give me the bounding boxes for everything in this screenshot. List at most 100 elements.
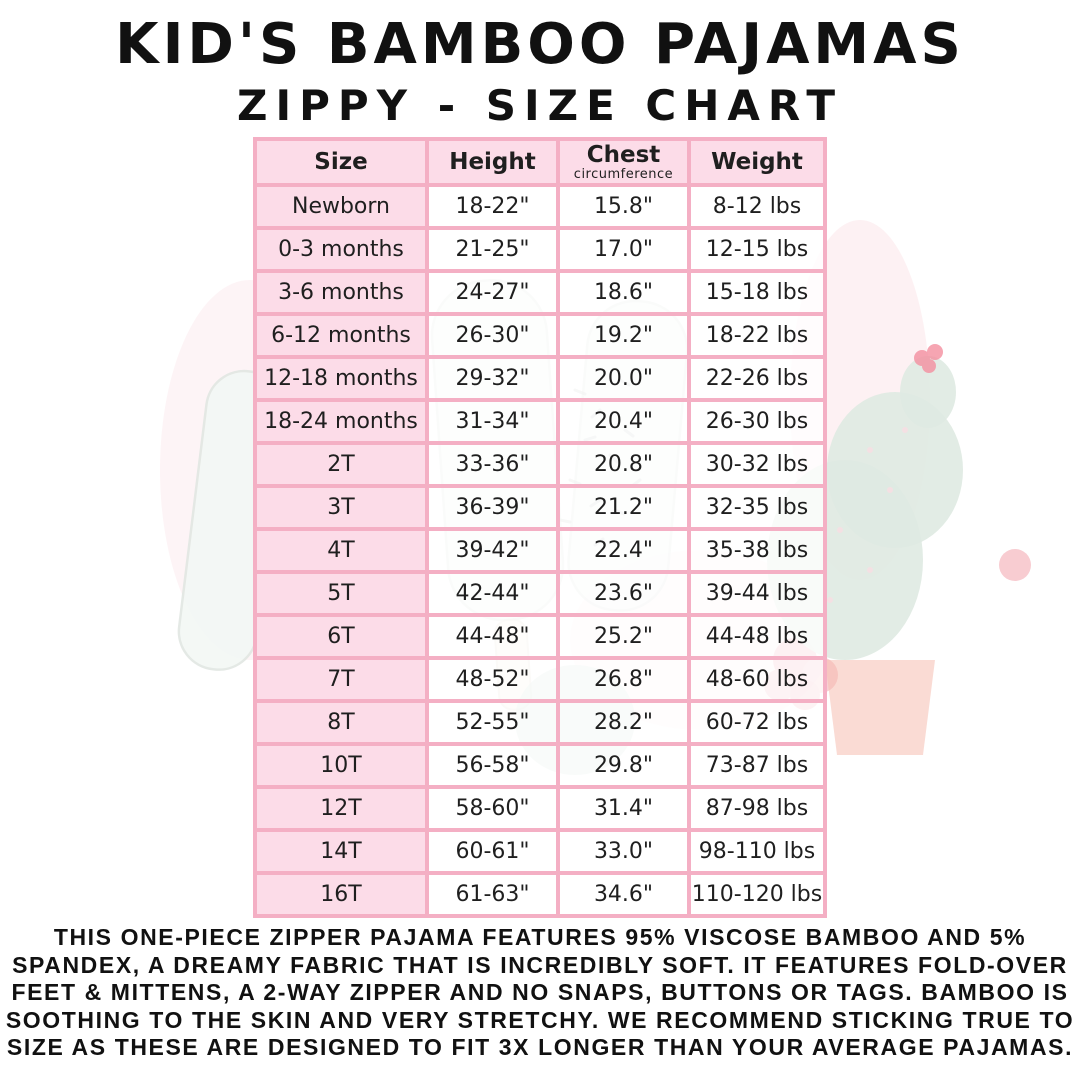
- column-header-chest: Chest circumference: [556, 137, 691, 187]
- value-cell: 26.8": [556, 656, 691, 703]
- value-cell: 18-22": [425, 183, 560, 230]
- table-row: 16T 61-63" 34.6" 110-120 lbs: [253, 871, 827, 918]
- value-cell: 39-44 lbs: [687, 570, 827, 617]
- value-cell: 15-18 lbs: [687, 269, 827, 316]
- size-cell: 6-12 months: [253, 312, 429, 359]
- value-cell: 61-63": [425, 871, 560, 918]
- value-cell: 44-48": [425, 613, 560, 660]
- size-cell: 12-18 months: [253, 355, 429, 402]
- table-row: 18-24 months 31-34" 20.4" 26-30 lbs: [253, 398, 827, 445]
- value-cell: 8-12 lbs: [687, 183, 827, 230]
- value-cell: 32-35 lbs: [687, 484, 827, 531]
- value-cell: 110-120 lbs: [687, 871, 827, 918]
- value-cell: 26-30 lbs: [687, 398, 827, 445]
- description-line: FEET & MITTENS, A 2-WAY ZIPPER AND NO SN…: [11, 979, 1069, 1005]
- size-cell: 14T: [253, 828, 429, 875]
- value-cell: 15.8": [556, 183, 691, 230]
- table-row: 5T 42-44" 23.6" 39-44 lbs: [253, 570, 827, 617]
- description-line: THIS ONE-PIECE ZIPPER PAJAMA FEATURES 95…: [53, 924, 1027, 950]
- watermark-red-dot: [999, 549, 1031, 581]
- value-cell: 20.4": [556, 398, 691, 445]
- value-cell: 48-52": [425, 656, 560, 703]
- column-header-height: Height: [425, 137, 560, 187]
- value-cell: 31-34": [425, 398, 560, 445]
- value-cell: 23.6": [556, 570, 691, 617]
- value-cell: 12-15 lbs: [687, 226, 827, 273]
- value-cell: 60-72 lbs: [687, 699, 827, 746]
- size-cell: 2T: [253, 441, 429, 488]
- size-cell: 3T: [253, 484, 429, 531]
- size-cell: 12T: [253, 785, 429, 832]
- value-cell: 34.6": [556, 871, 691, 918]
- value-cell: 60-61": [425, 828, 560, 875]
- value-cell: 26-30": [425, 312, 560, 359]
- value-cell: 33.0": [556, 828, 691, 875]
- size-table-body: Newborn 18-22" 15.8" 8-12 lbs 0-3 months 21-2…: [253, 183, 827, 918]
- column-header-size: Size: [253, 137, 429, 187]
- table-row: 3-6 months 24-27" 18.6" 15-18 lbs: [253, 269, 827, 316]
- table-row: 14T 60-61" 33.0" 98-110 lbs: [253, 828, 827, 875]
- table-row: Newborn 18-22" 15.8" 8-12 lbs: [253, 183, 827, 230]
- table-row: 12T 58-60" 31.4" 87-98 lbs: [253, 785, 827, 832]
- description-line: SOOTHING TO THE SKIN AND VERY STRETCHY. …: [5, 1006, 1075, 1033]
- value-cell: 39-42": [425, 527, 560, 574]
- value-cell: 29.8": [556, 742, 691, 789]
- column-header-chest-sub: circumference: [573, 166, 674, 182]
- value-cell: 31.4": [556, 785, 691, 832]
- size-cell: 3-6 months: [253, 269, 429, 316]
- size-cell: 6T: [253, 613, 429, 660]
- description-line: SIZE AS THESE ARE DESIGNED TO FIT 3X LON…: [6, 1034, 1074, 1060]
- value-cell: 42-44": [425, 570, 560, 617]
- value-cell: 87-98 lbs: [687, 785, 827, 832]
- size-cell: Newborn: [253, 183, 429, 230]
- table-row: 10T 56-58" 29.8" 73-87 lbs: [253, 742, 827, 789]
- value-cell: 17.0": [556, 226, 691, 273]
- value-cell: 18-22 lbs: [687, 312, 827, 359]
- header: KID'S BAMBOO PAJAMAS ZIPPY - SIZE CHART: [0, 12, 1080, 130]
- column-header-weight: Weight: [687, 137, 827, 187]
- value-cell: 25.2": [556, 613, 691, 660]
- table-row: 7T 48-52" 26.8" 48-60 lbs: [253, 656, 827, 703]
- product-description: THIS ONE-PIECE ZIPPER PAJAMA FEATURES 95…: [0, 924, 1080, 1062]
- size-cell: 0-3 months: [253, 226, 429, 273]
- table-header-row: Size Height Chest circumference Weight: [253, 137, 827, 187]
- watermark-cactus-pot: [825, 660, 935, 755]
- size-cell: 5T: [253, 570, 429, 617]
- page-title: KID'S BAMBOO PAJAMAS: [115, 12, 965, 77]
- value-cell: 33-36": [425, 441, 560, 488]
- table-row: 3T 36-39" 21.2" 32-35 lbs: [253, 484, 827, 531]
- value-cell: 29-32": [425, 355, 560, 402]
- value-cell: 21-25": [425, 226, 560, 273]
- size-chart-table-wrap: Size Height Chest circumference Weight N…: [253, 137, 827, 918]
- value-cell: 36-39": [425, 484, 560, 531]
- description-line: SPANDEX, A DREAMY FABRIC THAT IS INCREDI…: [12, 951, 1068, 978]
- value-cell: 48-60 lbs: [687, 656, 827, 703]
- table-row: 12-18 months 29-32" 20.0" 22-26 lbs: [253, 355, 827, 402]
- table-row: 8T 52-55" 28.2" 60-72 lbs: [253, 699, 827, 746]
- size-cell: 18-24 months: [253, 398, 429, 445]
- value-cell: 73-87 lbs: [687, 742, 827, 789]
- size-cell: 10T: [253, 742, 429, 789]
- size-chart-table: Size Height Chest circumference Weight N…: [253, 137, 827, 918]
- table-row: 6T 44-48" 25.2" 44-48 lbs: [253, 613, 827, 660]
- table-row: 2T 33-36" 20.8" 30-32 lbs: [253, 441, 827, 488]
- value-cell: 20.0": [556, 355, 691, 402]
- value-cell: 52-55": [425, 699, 560, 746]
- page-subtitle: ZIPPY - SIZE CHART: [237, 81, 843, 130]
- size-cell: 4T: [253, 527, 429, 574]
- table-row: 4T 39-42" 22.4" 35-38 lbs: [253, 527, 827, 574]
- table-row: 0-3 months 21-25" 17.0" 12-15 lbs: [253, 226, 827, 273]
- value-cell: 98-110 lbs: [687, 828, 827, 875]
- value-cell: 35-38 lbs: [687, 527, 827, 574]
- size-cell: 8T: [253, 699, 429, 746]
- value-cell: 21.2": [556, 484, 691, 531]
- value-cell: 56-58": [425, 742, 560, 789]
- value-cell: 22-26 lbs: [687, 355, 827, 402]
- column-header-chest-label: Chest: [586, 141, 661, 168]
- value-cell: 18.6": [556, 269, 691, 316]
- value-cell: 30-32 lbs: [687, 441, 827, 488]
- value-cell: 22.4": [556, 527, 691, 574]
- table-row: 6-12 months 26-30" 19.2" 18-22 lbs: [253, 312, 827, 359]
- value-cell: 28.2": [556, 699, 691, 746]
